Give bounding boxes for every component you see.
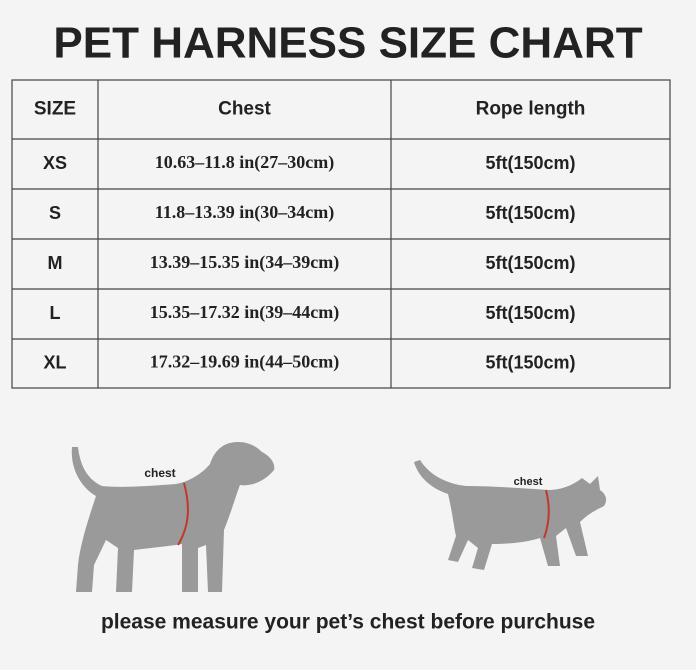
header-cell: Chest <box>218 99 271 120</box>
header-cell: Rope length <box>476 99 586 120</box>
cat-chest-label: chest <box>514 476 543 488</box>
cat-illustration: chest <box>414 460 607 570</box>
table-cell: 5ft(150cm) <box>485 203 575 223</box>
table-border <box>11 79 671 389</box>
dog-chest-label: chest <box>144 466 175 480</box>
table-cell: S <box>49 203 61 223</box>
header-cell: SIZE <box>34 99 76 120</box>
table-cell: 5ft(150cm) <box>485 253 575 273</box>
title: PET HARNESS SIZE CHART <box>53 19 642 68</box>
table-cell: 10.63–11.8 in(27–30cm) <box>155 152 335 173</box>
table-cell: M <box>48 253 63 273</box>
footer-note: please measure your pet’s chest before p… <box>101 611 595 634</box>
table-cell: 11.8–13.39 in(30–34cm) <box>155 202 335 223</box>
table-cell: 15.35–17.32 in(39–44cm) <box>150 302 339 323</box>
table-cell: 5ft(150cm) <box>485 303 575 323</box>
table-cell: XL <box>43 352 66 372</box>
table-cell: 5ft(150cm) <box>485 352 575 372</box>
size-table: SIZE Chest Rope length XS 10.63–11.8 in(27–3… <box>11 79 671 389</box>
table-cell: XS <box>43 153 67 173</box>
table-cell: 5ft(150cm) <box>485 153 575 173</box>
table-cell: 17.32–19.69 in(44–50cm) <box>150 352 339 373</box>
dog-illustration: chest <box>71 442 275 592</box>
table-cell: L <box>50 303 61 323</box>
table-cell: 13.39–15.35 in(34–39cm) <box>150 252 339 273</box>
